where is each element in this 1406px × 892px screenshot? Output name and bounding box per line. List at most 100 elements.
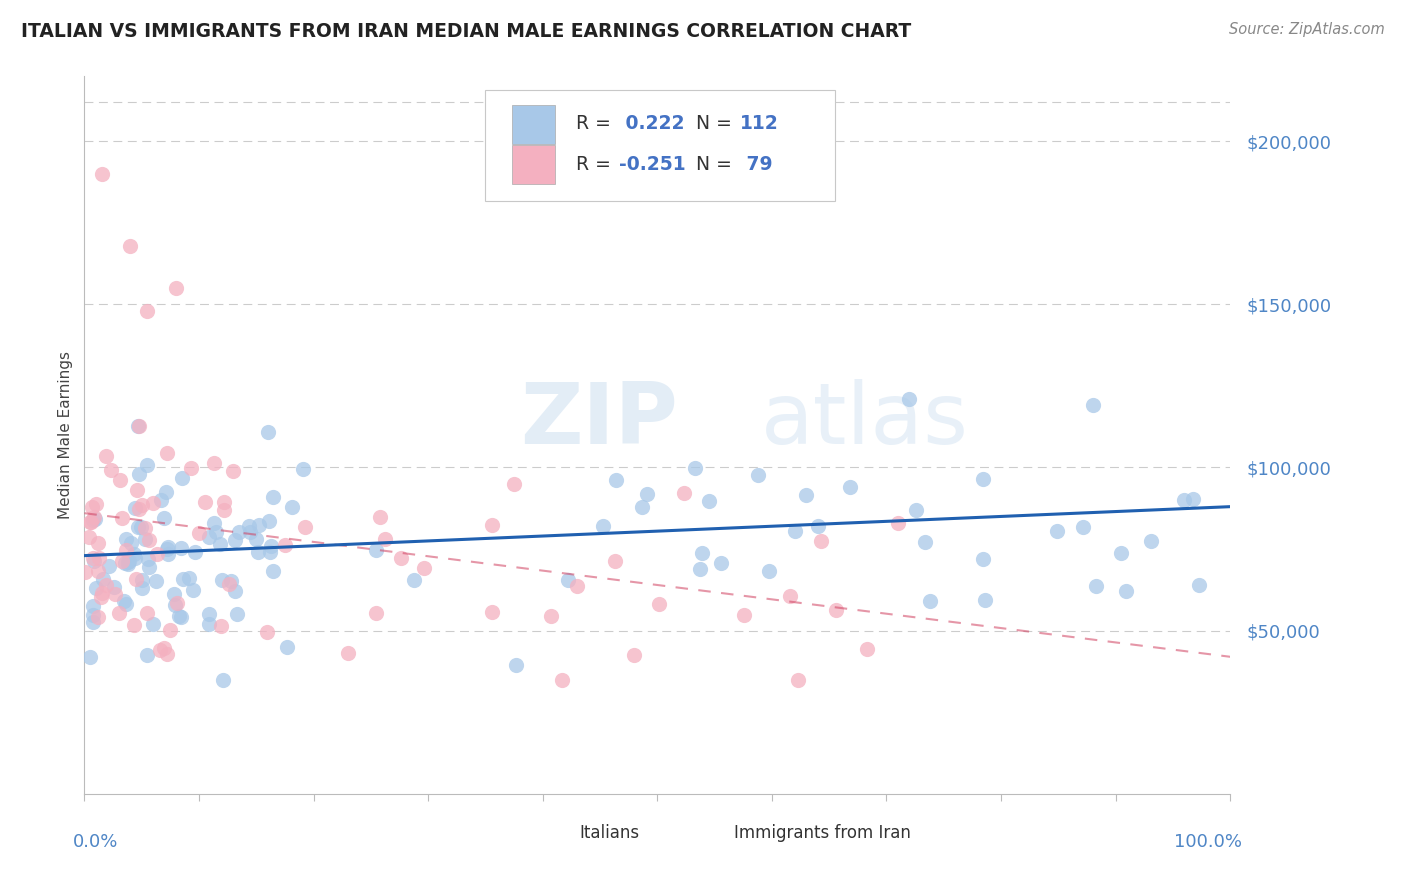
Point: [134, 521, 156, 535]
Point: [103, 580, 125, 594]
Point: [110, 473, 132, 487]
Point: [221, 464, 243, 478]
Point: [810, 534, 832, 549]
Point: [592, 519, 614, 533]
Text: 0.0%: 0.0%: [73, 833, 118, 851]
Point: [98, 558, 121, 573]
Point: [647, 598, 669, 612]
Point: [212, 502, 235, 516]
Point: [120, 238, 142, 252]
Point: [90, 590, 112, 604]
Point: [228, 525, 250, 540]
Point: [914, 535, 936, 549]
Point: [87, 551, 110, 566]
Text: atlas: atlas: [761, 379, 969, 462]
Point: [274, 538, 297, 552]
Text: ZIP: ZIP: [520, 379, 678, 462]
Point: [920, 593, 942, 607]
FancyBboxPatch shape: [697, 824, 723, 851]
Point: [159, 623, 181, 637]
Point: [374, 532, 396, 546]
Point: [146, 547, 169, 561]
Point: [83, 510, 105, 524]
Point: [177, 571, 200, 585]
Point: [169, 609, 191, 624]
Point: [631, 500, 654, 515]
Point: [336, 646, 359, 660]
Point: [503, 476, 526, 491]
Text: 100.0%: 100.0%: [1174, 833, 1241, 851]
Point: [219, 574, 242, 588]
Point: [238, 519, 260, 533]
Point: [142, 496, 165, 510]
Point: [94, 578, 117, 592]
Point: [128, 467, 150, 481]
Point: [166, 596, 188, 610]
Point: [129, 520, 152, 534]
Text: 112: 112: [740, 114, 779, 134]
Point: [82, 550, 104, 565]
Point: [1173, 492, 1195, 507]
Text: R =: R =: [576, 154, 617, 174]
Text: 79: 79: [740, 154, 772, 174]
Point: [84, 497, 107, 511]
Point: [733, 607, 755, 622]
Point: [111, 554, 134, 568]
Point: [90, 167, 112, 181]
Point: [505, 657, 527, 672]
Point: [557, 573, 579, 587]
Point: [91, 572, 114, 586]
Point: [211, 673, 233, 687]
Point: [125, 483, 148, 497]
Point: [540, 608, 562, 623]
Text: Immigrants from Iran: Immigrants from Iran: [734, 824, 911, 842]
Point: [142, 616, 165, 631]
Point: [689, 562, 711, 576]
Point: [117, 558, 139, 572]
Point: [90, 586, 112, 600]
Point: [82, 607, 104, 622]
Point: [404, 573, 426, 587]
Point: [84, 512, 107, 526]
Point: [972, 472, 994, 486]
Point: [115, 532, 138, 546]
Point: [124, 501, 146, 516]
Point: [794, 488, 817, 502]
Point: [898, 392, 921, 406]
Text: ITALIAN VS IMMIGRANTS FROM IRAN MEDIAN MALE EARNINGS CORRELATION CHART: ITALIAN VS IMMIGRANTS FROM IRAN MEDIAN M…: [21, 22, 911, 41]
Point: [1188, 577, 1211, 591]
Point: [149, 643, 172, 657]
Text: -0.251: -0.251: [620, 154, 686, 174]
Text: R =: R =: [576, 114, 617, 134]
Point: [256, 425, 278, 439]
Point: [79, 516, 101, 530]
Point: [259, 545, 281, 559]
Point: [75, 566, 97, 580]
Point: [1081, 399, 1104, 413]
Point: [294, 519, 316, 533]
Point: [82, 513, 104, 527]
Text: Source: ZipAtlas.com: Source: ZipAtlas.com: [1229, 22, 1385, 37]
Point: [80, 500, 103, 514]
Point: [825, 603, 848, 617]
Point: [131, 581, 153, 595]
Point: [124, 550, 146, 565]
Point: [170, 541, 193, 556]
Point: [127, 418, 149, 433]
Point: [163, 587, 186, 601]
Point: [565, 579, 588, 593]
Point: [107, 606, 129, 620]
Point: [136, 607, 159, 621]
Point: [224, 583, 246, 598]
Text: N =: N =: [696, 114, 738, 134]
Point: [180, 460, 202, 475]
Point: [77, 530, 100, 544]
Point: [153, 641, 176, 656]
Point: [156, 647, 179, 661]
Point: [197, 531, 219, 545]
Point: [122, 547, 145, 561]
Point: [131, 574, 153, 588]
Point: [198, 617, 221, 632]
Point: [172, 471, 194, 485]
Point: [412, 561, 434, 575]
